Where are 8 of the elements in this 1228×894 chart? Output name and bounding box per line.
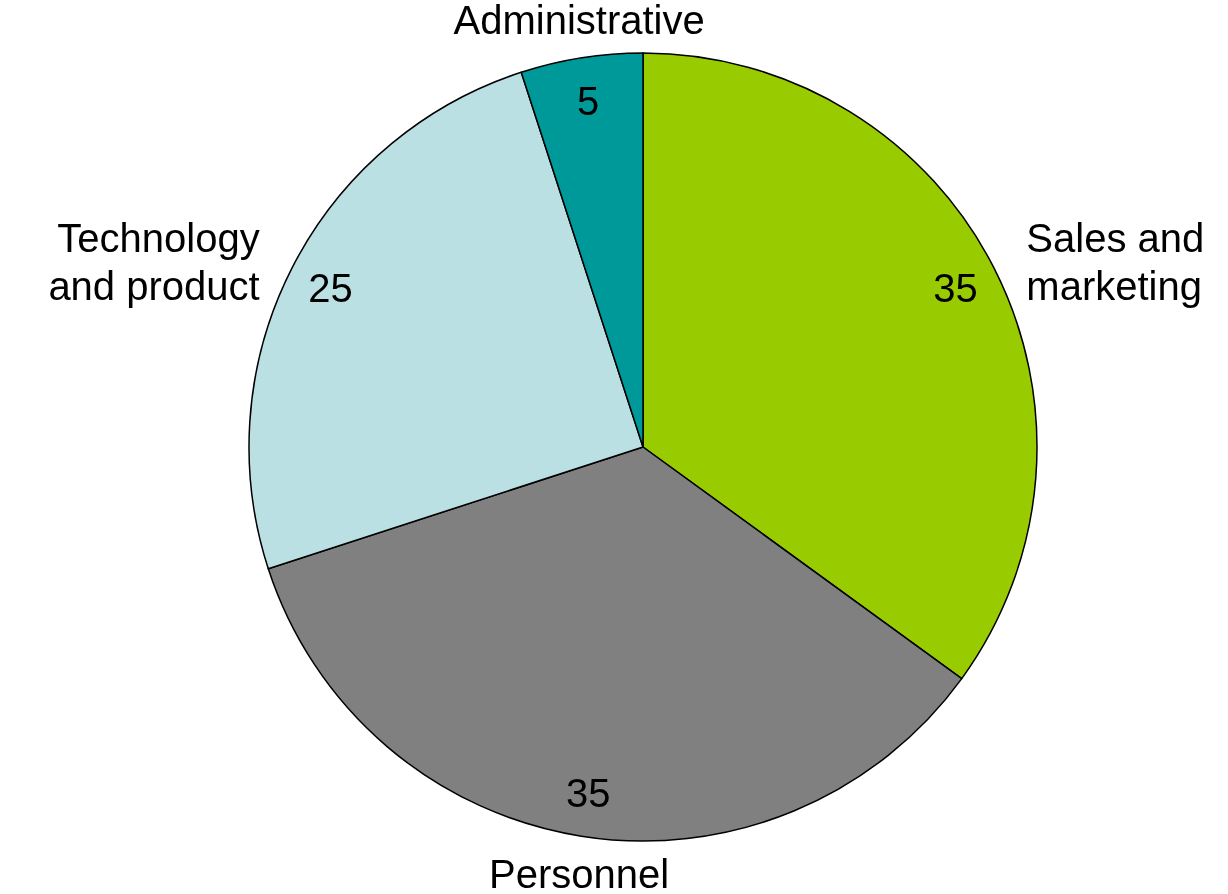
slice-label: Sales and marketing	[1026, 215, 1205, 308]
slice-label: Administrative	[453, 0, 705, 43]
data-label: 35	[933, 265, 978, 310]
data-label: 25	[308, 265, 353, 310]
slice-label: Technology and product	[48, 215, 260, 308]
slice-label: Personnel	[489, 851, 670, 894]
data-label: 35	[565, 771, 611, 816]
data-label: 5	[577, 78, 600, 123]
